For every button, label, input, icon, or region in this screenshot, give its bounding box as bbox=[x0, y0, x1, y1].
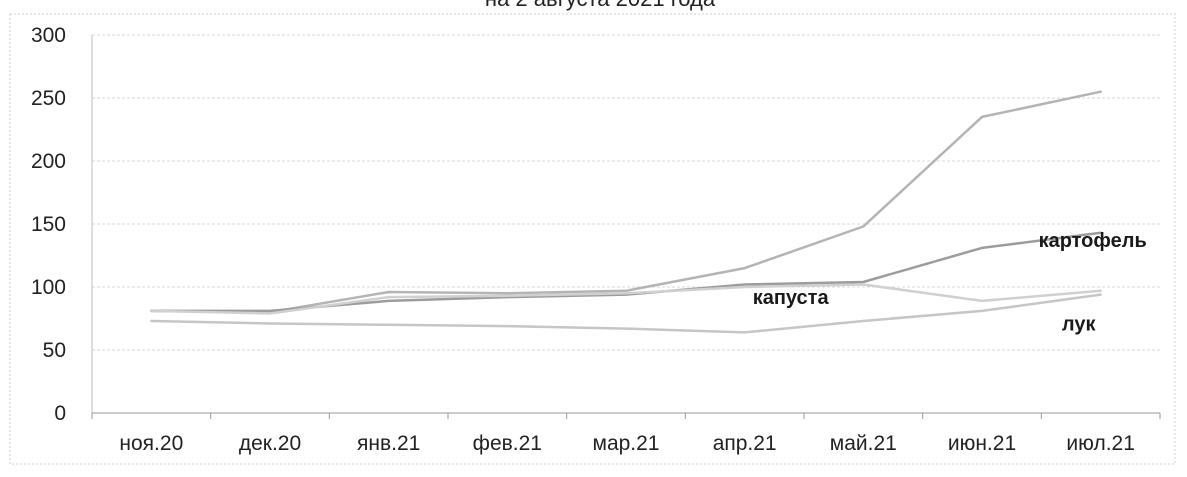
x-tick-label: дек.20 bbox=[239, 432, 301, 455]
y-tick-label: 150 bbox=[31, 213, 66, 236]
y-tick-label: 50 bbox=[43, 339, 66, 362]
series-line bbox=[150, 293, 1102, 334]
x-tick-label: мар.21 bbox=[593, 432, 660, 455]
series-label: лук bbox=[1062, 314, 1097, 336]
x-tick-label: ноя.20 bbox=[119, 432, 183, 455]
x-tick-label: июн.21 bbox=[948, 432, 1016, 455]
x-tick-label: фев.21 bbox=[473, 432, 542, 455]
series-line bbox=[150, 283, 1102, 315]
y-tick-label: 0 bbox=[54, 402, 66, 425]
y-tick-label: 250 bbox=[31, 87, 66, 110]
y-tick-label: 300 bbox=[31, 24, 66, 47]
series-line bbox=[150, 90, 1102, 314]
series-lines bbox=[150, 90, 1102, 334]
series-line bbox=[150, 231, 1102, 313]
series-labels: морковькартофелькапусталук bbox=[753, 230, 1147, 336]
plot-border bbox=[9, 13, 1176, 465]
y-tick-label: 200 bbox=[31, 150, 66, 173]
x-tick-label: апр.21 bbox=[713, 432, 777, 455]
x-tick-label: янв.21 bbox=[357, 432, 420, 455]
chart-title: на 2 августа 2021 года bbox=[485, 0, 716, 11]
gridlines bbox=[92, 34, 1160, 351]
series-label: капуста bbox=[753, 287, 830, 309]
y-tick-label: 100 bbox=[31, 276, 66, 299]
x-tick-label: июл.21 bbox=[1066, 432, 1134, 455]
axes: 0 50 100 150 200 250 300 ноя.20 дек.20 янв.21 фев.… bbox=[31, 24, 1161, 455]
x-tick-label: май.21 bbox=[830, 432, 897, 455]
series-label: картофель bbox=[1039, 230, 1147, 252]
